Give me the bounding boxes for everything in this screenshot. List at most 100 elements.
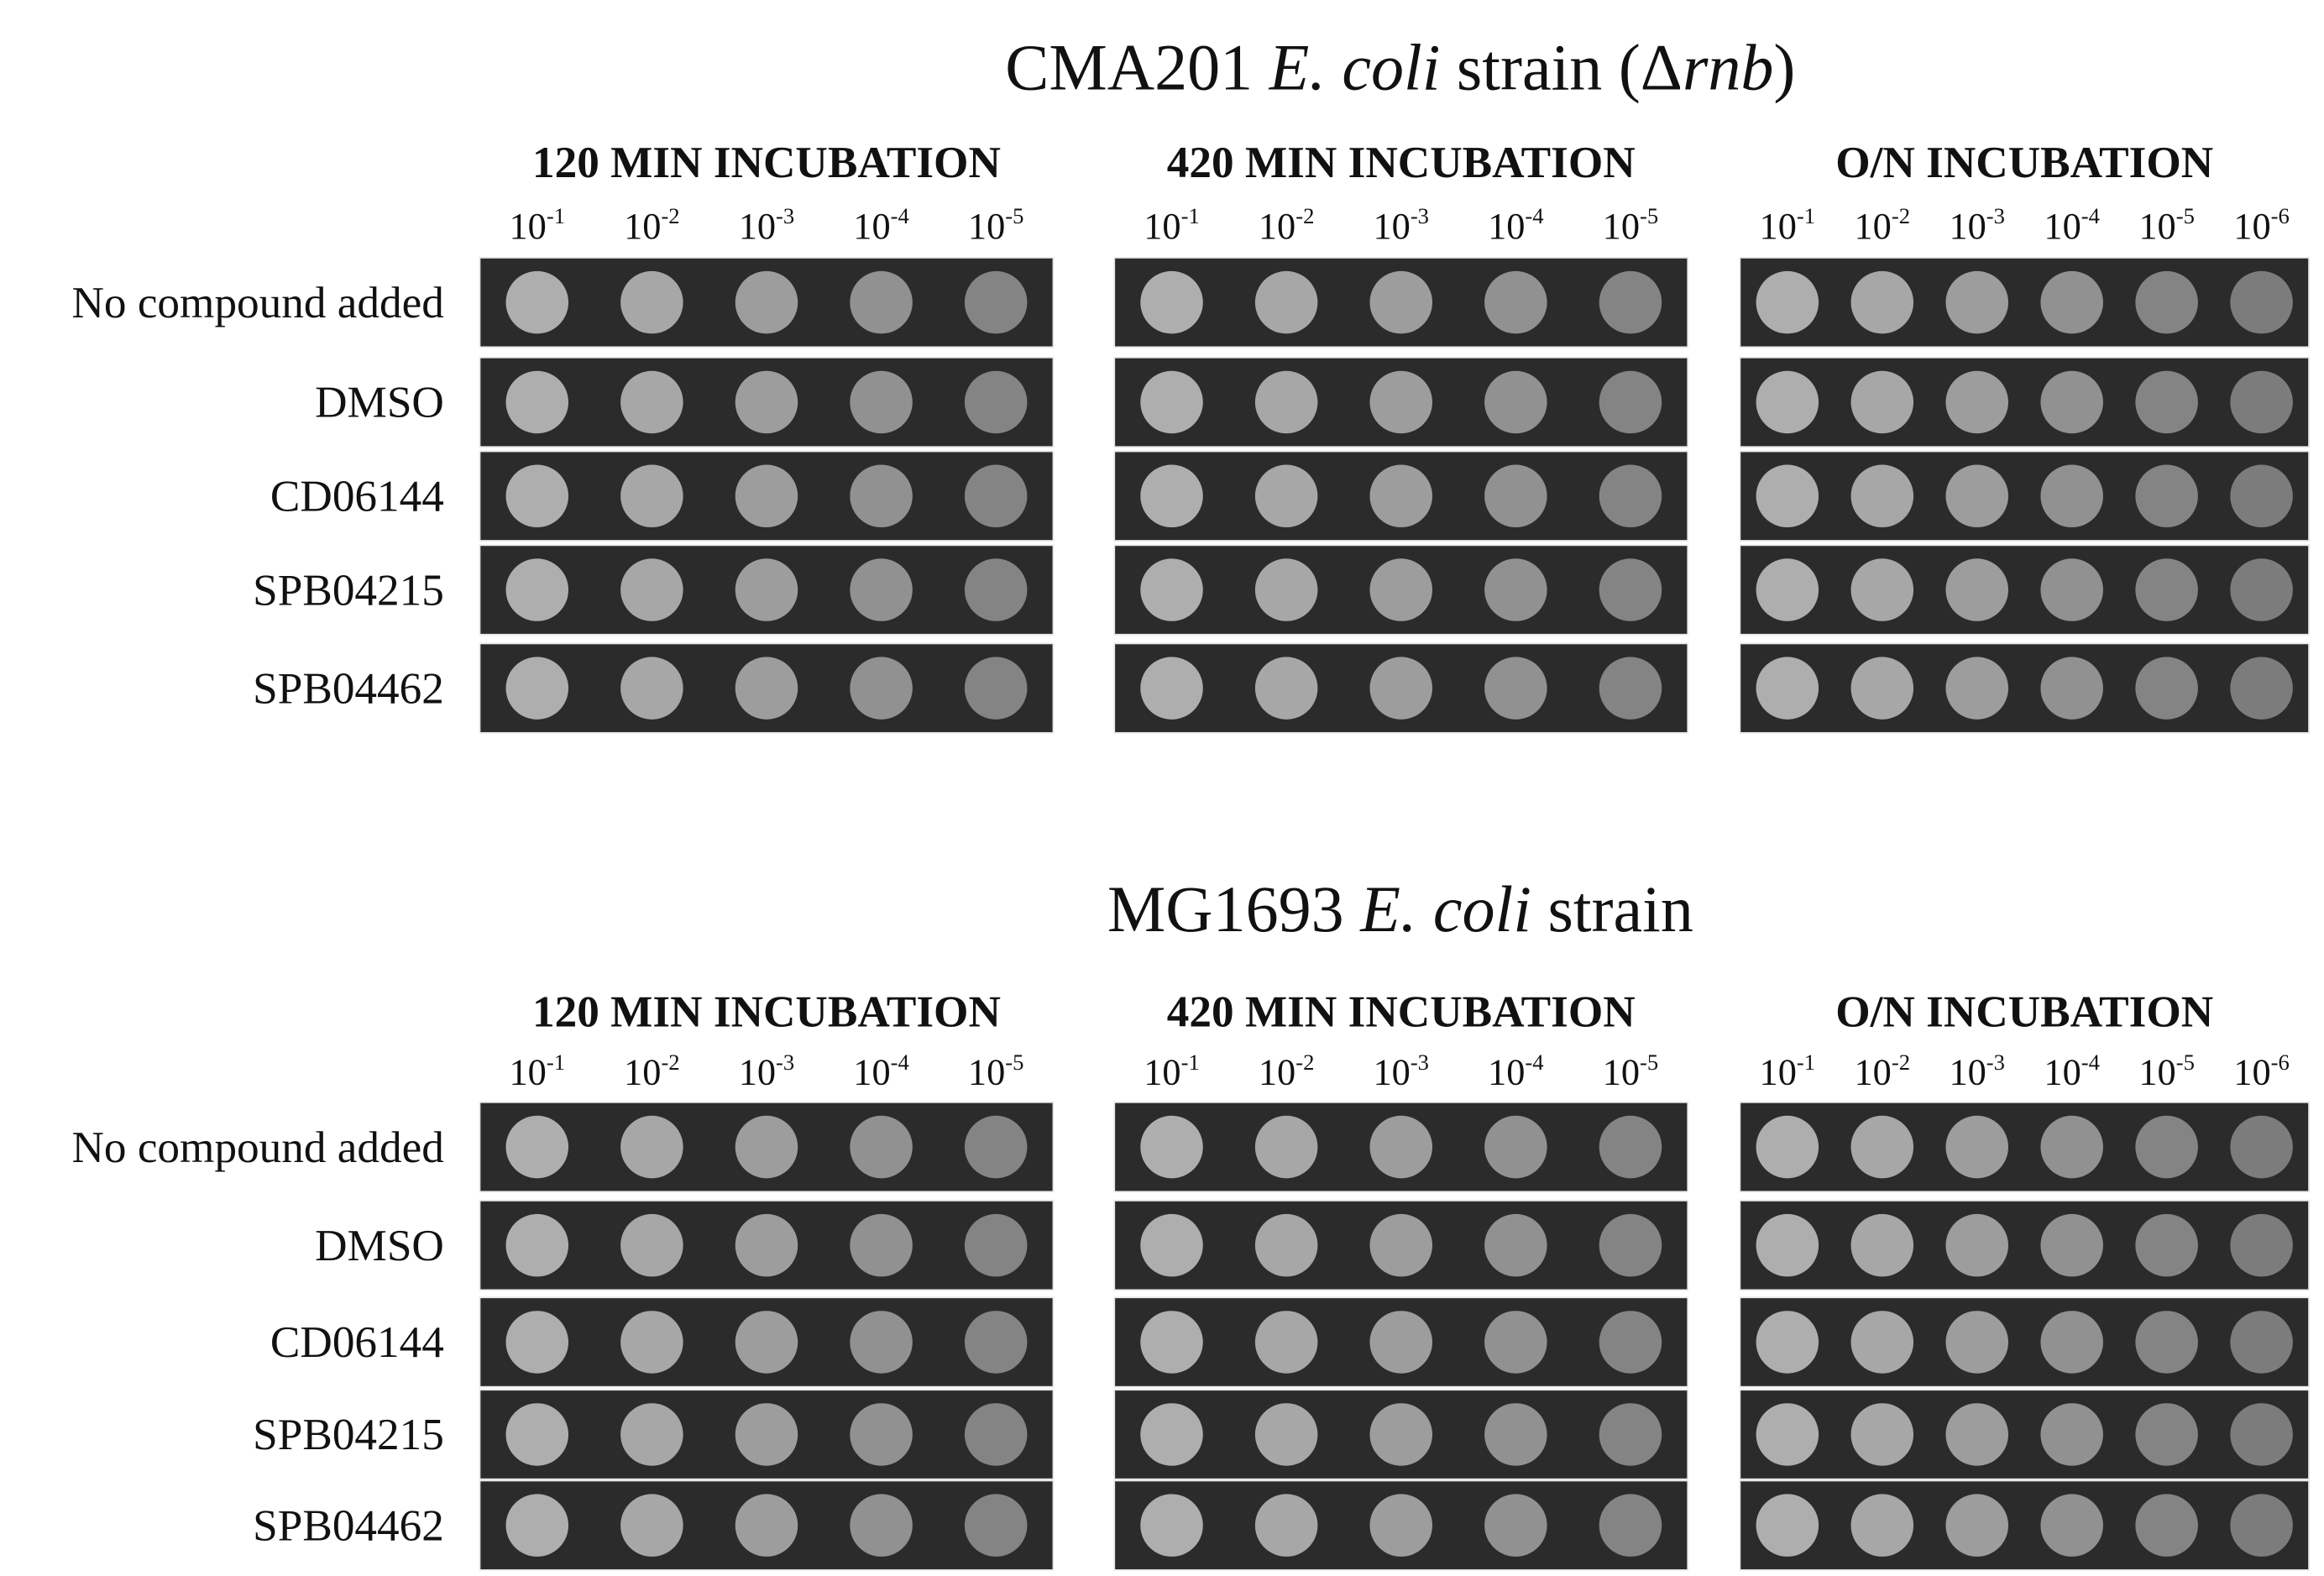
bacterial-spot [1484,1213,1547,1277]
bacterial-spot [964,558,1028,621]
bacterial-spot [1850,464,1914,528]
dilution-label: 10-5 [1603,203,1659,247]
dilution-exponent: -4 [1525,1050,1543,1075]
bacterial-spot [2230,558,2293,621]
bacterial-spot [505,370,569,434]
dilution-base: 10 [1373,205,1410,247]
bacterial-spot [620,1403,683,1466]
bacterial-spot [850,1311,913,1374]
bacterial-spot [1756,558,1819,621]
dilution-exponent: -5 [1640,203,1658,228]
dilution-exponent: -1 [1797,203,1815,228]
dilution-base: 10 [968,1051,1005,1093]
bacterial-spot [2230,1311,2293,1374]
bacterial-spot [1850,657,1914,720]
dilution-exponent: -4 [2081,1050,2100,1075]
bacterial-spot [1599,1494,1662,1557]
plate-strip [1739,1200,2310,1291]
bacterial-spot [1850,370,1914,434]
bacterial-spot [505,1494,569,1557]
bacterial-spot [1140,1311,1203,1374]
bacterial-spot [964,1311,1028,1374]
bacterial-spot [1850,1213,1914,1277]
bacterial-spot [505,1115,569,1179]
dilution-label: 10-3 [1949,1050,2005,1093]
bacterial-spot [2135,1213,2198,1277]
dilution-exponent: -2 [1892,1050,1910,1075]
bacterial-spot [2135,370,2198,434]
bacterial-spot [505,1311,569,1374]
bacterial-spot [1756,370,1819,434]
dilution-exponent: -5 [1640,1050,1658,1075]
row-label: SPB04462 [253,663,444,713]
bacterial-spot [964,464,1028,528]
title-segment: strain [1531,872,1693,945]
dilution-label: 10-4 [2044,203,2100,247]
bacterial-spot [850,657,913,720]
bacterial-spot [735,1213,798,1277]
bacterial-spot [2230,1115,2293,1179]
bacterial-spot [1140,657,1203,720]
bacterial-spot [1369,370,1432,434]
bacterial-spot [1369,1494,1432,1557]
bacterial-spot [964,1115,1028,1179]
bacterial-spot [1850,1115,1914,1179]
bacterial-spot [2230,1213,2293,1277]
bacterial-spot [2230,1403,2293,1466]
dilution-exponent: -5 [2176,203,2195,228]
bacterial-spot [1945,558,2008,621]
bacterial-spot [1599,1213,1662,1277]
bacterial-spot [505,657,569,720]
dilution-exponent: -6 [2271,203,2290,228]
bacterial-spot [1369,1311,1432,1374]
bacterial-spot [1599,1403,1662,1466]
dilution-exponent: -3 [776,203,794,228]
dilution-label: 10-6 [2233,203,2290,247]
row-label: CD06144 [270,1317,444,1367]
dilution-base: 10 [739,205,776,247]
dilution-exponent: -4 [2081,203,2100,228]
bacterial-spot [2135,464,2198,528]
bacterial-spot [1369,657,1432,720]
bacterial-spot [1484,1115,1547,1179]
plate-strip [1739,356,2310,448]
bacterial-spot [2135,1311,2198,1374]
bacterial-spot [735,1403,798,1466]
panel-title: MG1693 E. coli strain [1107,872,1693,945]
dilution-label: 10-2 [1259,1050,1315,1093]
bacterial-spot [1945,1494,2008,1557]
dilution-label: 10-2 [624,1050,680,1093]
bacterial-spot [735,1311,798,1374]
bacterial-spot [1140,1494,1203,1557]
bacterial-spot [735,270,798,334]
bacterial-spot [1254,558,1318,621]
bacterial-spot [1140,464,1203,528]
dilution-exponent: -2 [1295,1050,1314,1075]
dilution-label: 10-5 [2138,1050,2195,1093]
bacterial-spot [735,1115,798,1179]
row-label: DMSO [315,378,444,427]
plate-strip [1739,257,2310,348]
bacterial-spot [620,1311,683,1374]
bacterial-spot [1140,270,1203,334]
dilution-exponent: -2 [661,203,679,228]
bacterial-spot [1945,1213,2008,1277]
dilution-exponent: -3 [1986,1050,2005,1075]
bacterial-spot [2040,1494,2103,1557]
dilution-label: 10-4 [1488,203,1544,247]
title-segment: rnb [1683,30,1773,103]
bacterial-spot [2040,1311,2103,1374]
bacterial-spot [1756,464,1819,528]
dilution-exponent: -3 [1986,203,2005,228]
bacterial-spot [1484,1311,1547,1374]
bacterial-spot [964,1494,1028,1557]
bacterial-spot [850,1115,913,1179]
bacterial-spot [505,464,569,528]
dilution-label: 10-5 [968,203,1024,247]
dilution-base: 10 [1603,1051,1640,1093]
bacterial-spot [1945,657,2008,720]
bacterial-spot [2040,657,2103,720]
row-label: SPB04215 [253,565,444,615]
panel-title: CMA201 E. coli strain (Δrnb) [1005,30,1795,103]
